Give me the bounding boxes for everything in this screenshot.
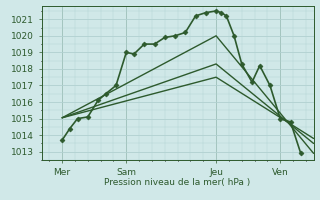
X-axis label: Pression niveau de la mer( hPa ): Pression niveau de la mer( hPa ) — [104, 178, 251, 187]
